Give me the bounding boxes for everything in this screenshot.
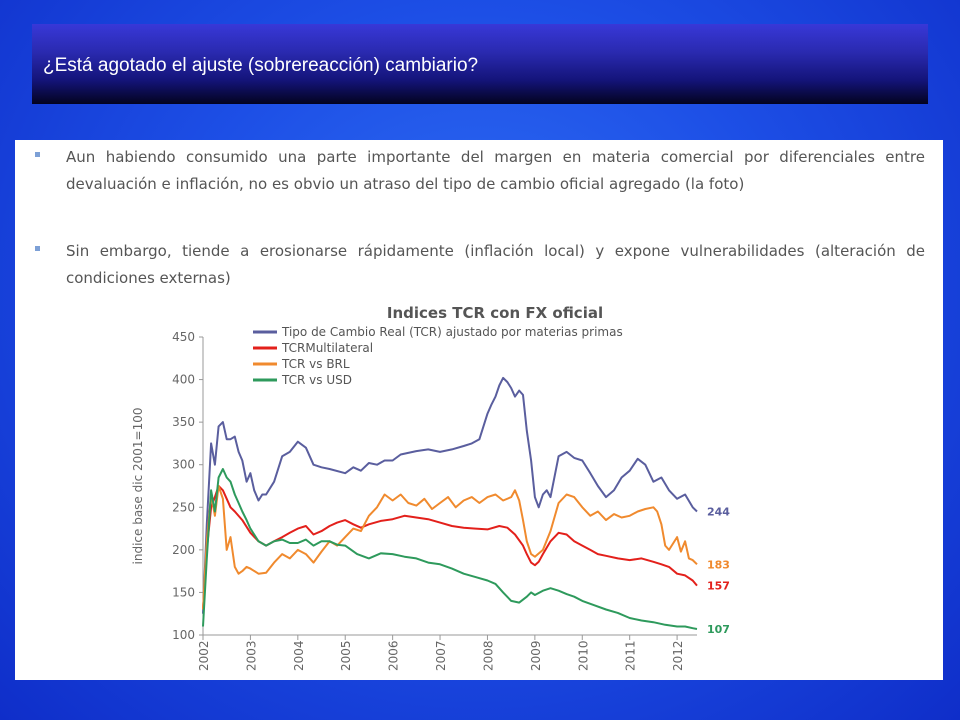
content-panel: Aun habiendo consumido una parte importa… [15, 140, 943, 680]
series-end-label: 107 [707, 623, 730, 636]
x-tick-label: 2006 [387, 640, 401, 671]
x-tick-label: 2009 [529, 640, 543, 671]
y-axis-label: indice base dic 2001=100 [131, 408, 145, 565]
series-group: 244 157 183 107 [202, 376, 730, 636]
series-line-4 [202, 468, 698, 630]
y-tick-label: 200 [172, 543, 195, 557]
slide-title: ¿Está agotado el ajuste (sobrereacción) … [43, 55, 479, 76]
x-tick-label: 2011 [624, 640, 638, 671]
legend-label: TCR vs BRL [281, 357, 350, 371]
chart-title: Indices TCR con FX oficial [387, 304, 603, 322]
y-tick-label: 300 [172, 458, 195, 472]
bullet-item-2: Sin embargo, tiende a erosionarse rápida… [35, 238, 925, 292]
y-tick-label: 150 [172, 585, 195, 599]
y-tick-label: 450 [172, 330, 195, 344]
legend: Tipo de Cambio Real (TCR) ajustado por m… [253, 325, 623, 387]
legend-label: TCRMultilateral [281, 341, 373, 355]
y-tick-label: 100 [172, 628, 195, 642]
x-tick-label: 2012 [671, 640, 685, 671]
x-tick-label: 2002 [197, 640, 211, 671]
x-tick-label: 2008 [481, 640, 495, 671]
bullet-item-1: Aun habiendo consumido una parte importa… [35, 144, 925, 198]
y-tick-label: 400 [172, 373, 195, 387]
series-line-3 [202, 485, 698, 610]
series-end-label: 157 [707, 580, 730, 593]
bullet-text: Aun habiendo consumido una parte importa… [66, 148, 925, 193]
bullet-text: Sin embargo, tiende a erosionarse rápida… [66, 242, 925, 287]
bullet-marker [35, 152, 40, 157]
series-line-2 [202, 485, 698, 610]
x-tick-label: 2003 [244, 640, 258, 671]
y-tick-label: 350 [172, 415, 195, 429]
x-tick-label: 2007 [434, 640, 448, 671]
series-line-1 [202, 376, 698, 614]
tcr-line-chart: Indices TCR con FX oficial indice base d… [131, 304, 730, 671]
slide-title-bar: ¿Está agotado el ajuste (sobrereacción) … [32, 24, 928, 104]
x-tick-label: 2004 [292, 640, 306, 671]
axes-group: 100 150 200 250 300 350 400 450 2002 2003 2004 2005… [172, 330, 697, 671]
series-end-label: 244 [707, 506, 730, 519]
series-end-label: 183 [707, 558, 730, 571]
x-tick-label: 2010 [576, 640, 590, 671]
legend-label: TCR vs USD [281, 373, 352, 387]
legend-label: Tipo de Cambio Real (TCR) ajustado por m… [281, 325, 623, 339]
x-tick-label: 2005 [339, 640, 353, 671]
bullet-marker [35, 246, 40, 251]
y-tick-label: 250 [172, 500, 195, 514]
